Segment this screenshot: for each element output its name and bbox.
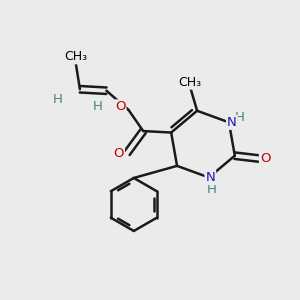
Text: H: H xyxy=(93,100,103,113)
Text: N: N xyxy=(206,171,215,184)
Text: O: O xyxy=(115,100,125,113)
Text: CH₃: CH₃ xyxy=(64,50,87,63)
Text: O: O xyxy=(113,147,124,160)
Text: CH₃: CH₃ xyxy=(178,76,201,89)
Text: O: O xyxy=(260,152,270,165)
Text: H: H xyxy=(235,110,245,124)
Text: H: H xyxy=(207,183,217,196)
Text: N: N xyxy=(227,116,237,129)
Text: H: H xyxy=(53,93,63,106)
